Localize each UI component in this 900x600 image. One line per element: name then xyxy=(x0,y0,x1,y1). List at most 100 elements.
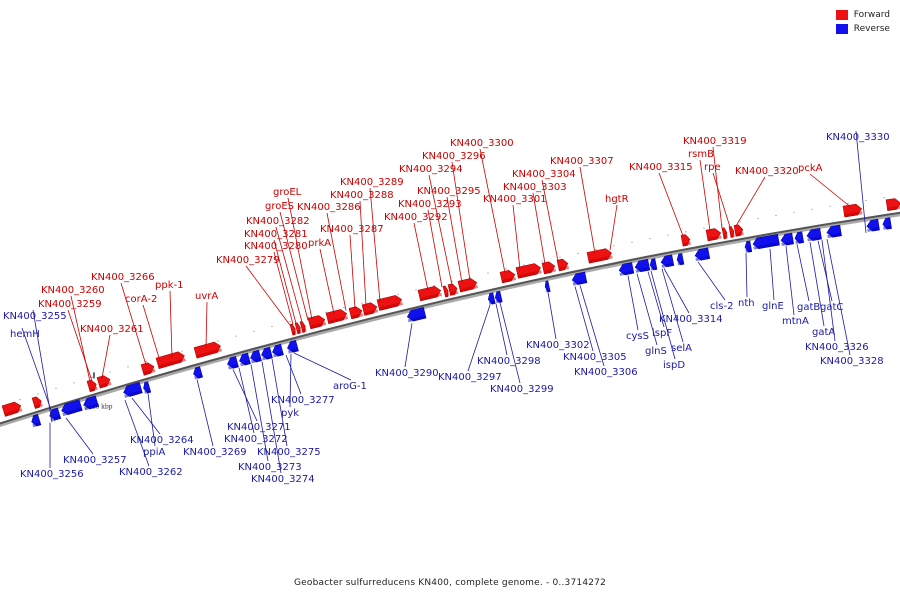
forward-gene-label[interactable]: KN400_3304 xyxy=(512,169,576,180)
forward-gene[interactable] xyxy=(842,203,863,218)
forward-gene[interactable] xyxy=(556,258,570,272)
reverse-gene-label[interactable]: KN400_3314 xyxy=(659,314,723,325)
reverse-gene-label[interactable]: cysS xyxy=(626,331,649,342)
forward-gene-label[interactable]: hgtR xyxy=(605,194,629,205)
reverse-gene[interactable] xyxy=(260,346,273,361)
reverse-gene[interactable] xyxy=(60,399,83,417)
reverse-gene[interactable] xyxy=(571,271,588,286)
forward-gene[interactable] xyxy=(348,305,364,320)
reverse-gene[interactable] xyxy=(271,343,284,358)
forward-gene[interactable] xyxy=(457,277,479,293)
forward-gene-label[interactable]: prkA xyxy=(308,238,331,249)
forward-gene[interactable] xyxy=(733,224,744,237)
forward-gene[interactable] xyxy=(307,314,327,330)
forward-gene[interactable] xyxy=(885,198,900,211)
forward-gene-label[interactable]: ppk-1 xyxy=(155,280,183,291)
forward-gene[interactable] xyxy=(325,308,349,325)
reverse-gene-label[interactable]: KN400_3271 xyxy=(227,422,291,433)
reverse-gene-label[interactable]: gatA xyxy=(812,327,835,338)
forward-gene[interactable] xyxy=(140,361,156,376)
forward-gene-label[interactable]: KN400_3294 xyxy=(399,164,463,175)
reverse-gene-label[interactable]: ispF xyxy=(652,328,672,339)
reverse-gene[interactable] xyxy=(882,217,892,230)
reverse-gene-label[interactable]: KN400_3297 xyxy=(438,372,502,383)
reverse-gene[interactable] xyxy=(142,381,152,394)
reverse-gene-label[interactable]: KN400_3274 xyxy=(251,474,315,485)
reverse-gene[interactable] xyxy=(544,280,551,293)
forward-gene-label[interactable]: KN400_3300 xyxy=(450,138,514,149)
reverse-gene-label[interactable]: ispD xyxy=(663,360,685,371)
reverse-gene[interactable] xyxy=(806,227,822,242)
reverse-gene[interactable] xyxy=(826,224,842,239)
forward-gene[interactable] xyxy=(1,401,23,417)
forward-gene[interactable] xyxy=(86,379,98,393)
reverse-gene[interactable] xyxy=(494,290,503,304)
reverse-gene[interactable] xyxy=(192,366,203,380)
forward-gene-label[interactable]: groEL xyxy=(273,187,302,198)
forward-gene[interactable] xyxy=(299,321,307,333)
forward-gene[interactable] xyxy=(447,283,459,296)
forward-gene[interactable] xyxy=(721,227,728,240)
reverse-gene[interactable] xyxy=(286,339,299,354)
forward-gene-label[interactable]: KN400_3320 xyxy=(735,166,799,177)
forward-gene-label[interactable]: KN400_3287 xyxy=(320,224,384,235)
reverse-gene[interactable] xyxy=(694,247,711,262)
reverse-gene[interactable] xyxy=(780,232,794,246)
reverse-gene[interactable] xyxy=(122,382,143,398)
reverse-gene[interactable] xyxy=(676,253,685,266)
forward-gene-label[interactable]: rpe xyxy=(704,162,721,173)
reverse-gene-label[interactable]: pyk xyxy=(281,408,299,419)
reverse-gene-label[interactable]: glnE xyxy=(762,301,784,312)
reverse-gene[interactable] xyxy=(634,258,651,273)
forward-gene[interactable] xyxy=(361,301,379,316)
reverse-gene-label[interactable]: KN400_3273 xyxy=(238,462,302,473)
forward-gene-label[interactable]: KN400_3296 xyxy=(422,151,486,162)
forward-gene-label[interactable]: KN400_3293 xyxy=(398,199,462,210)
reverse-gene-label[interactable]: KN400_3269 xyxy=(183,447,247,458)
reverse-gene[interactable] xyxy=(406,307,427,323)
forward-gene[interactable] xyxy=(31,396,43,409)
forward-gene[interactable] xyxy=(499,269,517,284)
forward-gene-label[interactable]: KN400_3260 xyxy=(41,285,105,296)
reverse-gene[interactable] xyxy=(48,407,62,422)
reverse-gene-label[interactable]: selA xyxy=(671,343,692,354)
forward-gene-label[interactable]: KN400_3315 xyxy=(629,162,693,173)
reverse-gene-label[interactable]: mtnA xyxy=(782,316,809,327)
forward-gene[interactable] xyxy=(680,234,691,247)
forward-gene-label[interactable]: KN400_3259 xyxy=(38,299,102,310)
reverse-gene-label[interactable]: gatC xyxy=(820,302,843,313)
reverse-gene[interactable] xyxy=(226,356,239,370)
reverse-gene-label[interactable]: KN400_3275 xyxy=(257,447,321,458)
reverse-gene-label[interactable]: gatB xyxy=(797,302,820,313)
forward-gene-label[interactable]: KN400_3280 xyxy=(244,241,308,252)
forward-gene-label[interactable]: KN400_3288 xyxy=(330,190,394,201)
forward-gene[interactable] xyxy=(728,226,735,238)
reverse-gene[interactable] xyxy=(238,352,251,367)
reverse-gene-label[interactable]: cls-2 xyxy=(710,301,733,312)
reverse-gene[interactable] xyxy=(752,233,780,250)
reverse-gene[interactable] xyxy=(866,218,880,232)
forward-gene-label[interactable]: KN400_3279 xyxy=(216,255,280,266)
reverse-gene[interactable] xyxy=(744,240,753,253)
forward-gene-label[interactable]: KN400_3282 xyxy=(246,216,310,227)
reverse-gene-label[interactable]: KN400_3257 xyxy=(63,455,127,466)
reverse-gene-label[interactable]: KN400_3306 xyxy=(574,367,638,378)
reverse-gene[interactable] xyxy=(618,262,635,276)
forward-gene[interactable] xyxy=(193,341,223,359)
reverse-gene-label[interactable]: KN400_3256 xyxy=(20,469,84,480)
forward-gene-label[interactable]: KN400_3261 xyxy=(80,324,144,335)
forward-gene-label[interactable]: KN400_3303 xyxy=(503,182,567,193)
reverse-gene-label[interactable]: KN400_3298 xyxy=(477,356,541,367)
reverse-gene[interactable] xyxy=(660,254,675,268)
forward-gene-label[interactable]: KN400_3301 xyxy=(483,194,547,205)
forward-gene-label[interactable]: KN400_3307 xyxy=(550,156,614,167)
forward-gene[interactable] xyxy=(442,285,450,298)
forward-gene-label[interactable]: groES xyxy=(265,201,294,212)
reverse-gene-label[interactable]: KN400_3264 xyxy=(130,435,194,446)
reverse-gene-label[interactable]: KN400_3262 xyxy=(119,467,183,478)
forward-gene-label[interactable]: KN400_3289 xyxy=(340,177,404,188)
forward-gene[interactable] xyxy=(155,350,186,369)
reverse-gene-label[interactable]: KN400_3328 xyxy=(820,356,884,367)
forward-gene[interactable] xyxy=(289,323,297,336)
forward-gene[interactable] xyxy=(541,261,557,275)
